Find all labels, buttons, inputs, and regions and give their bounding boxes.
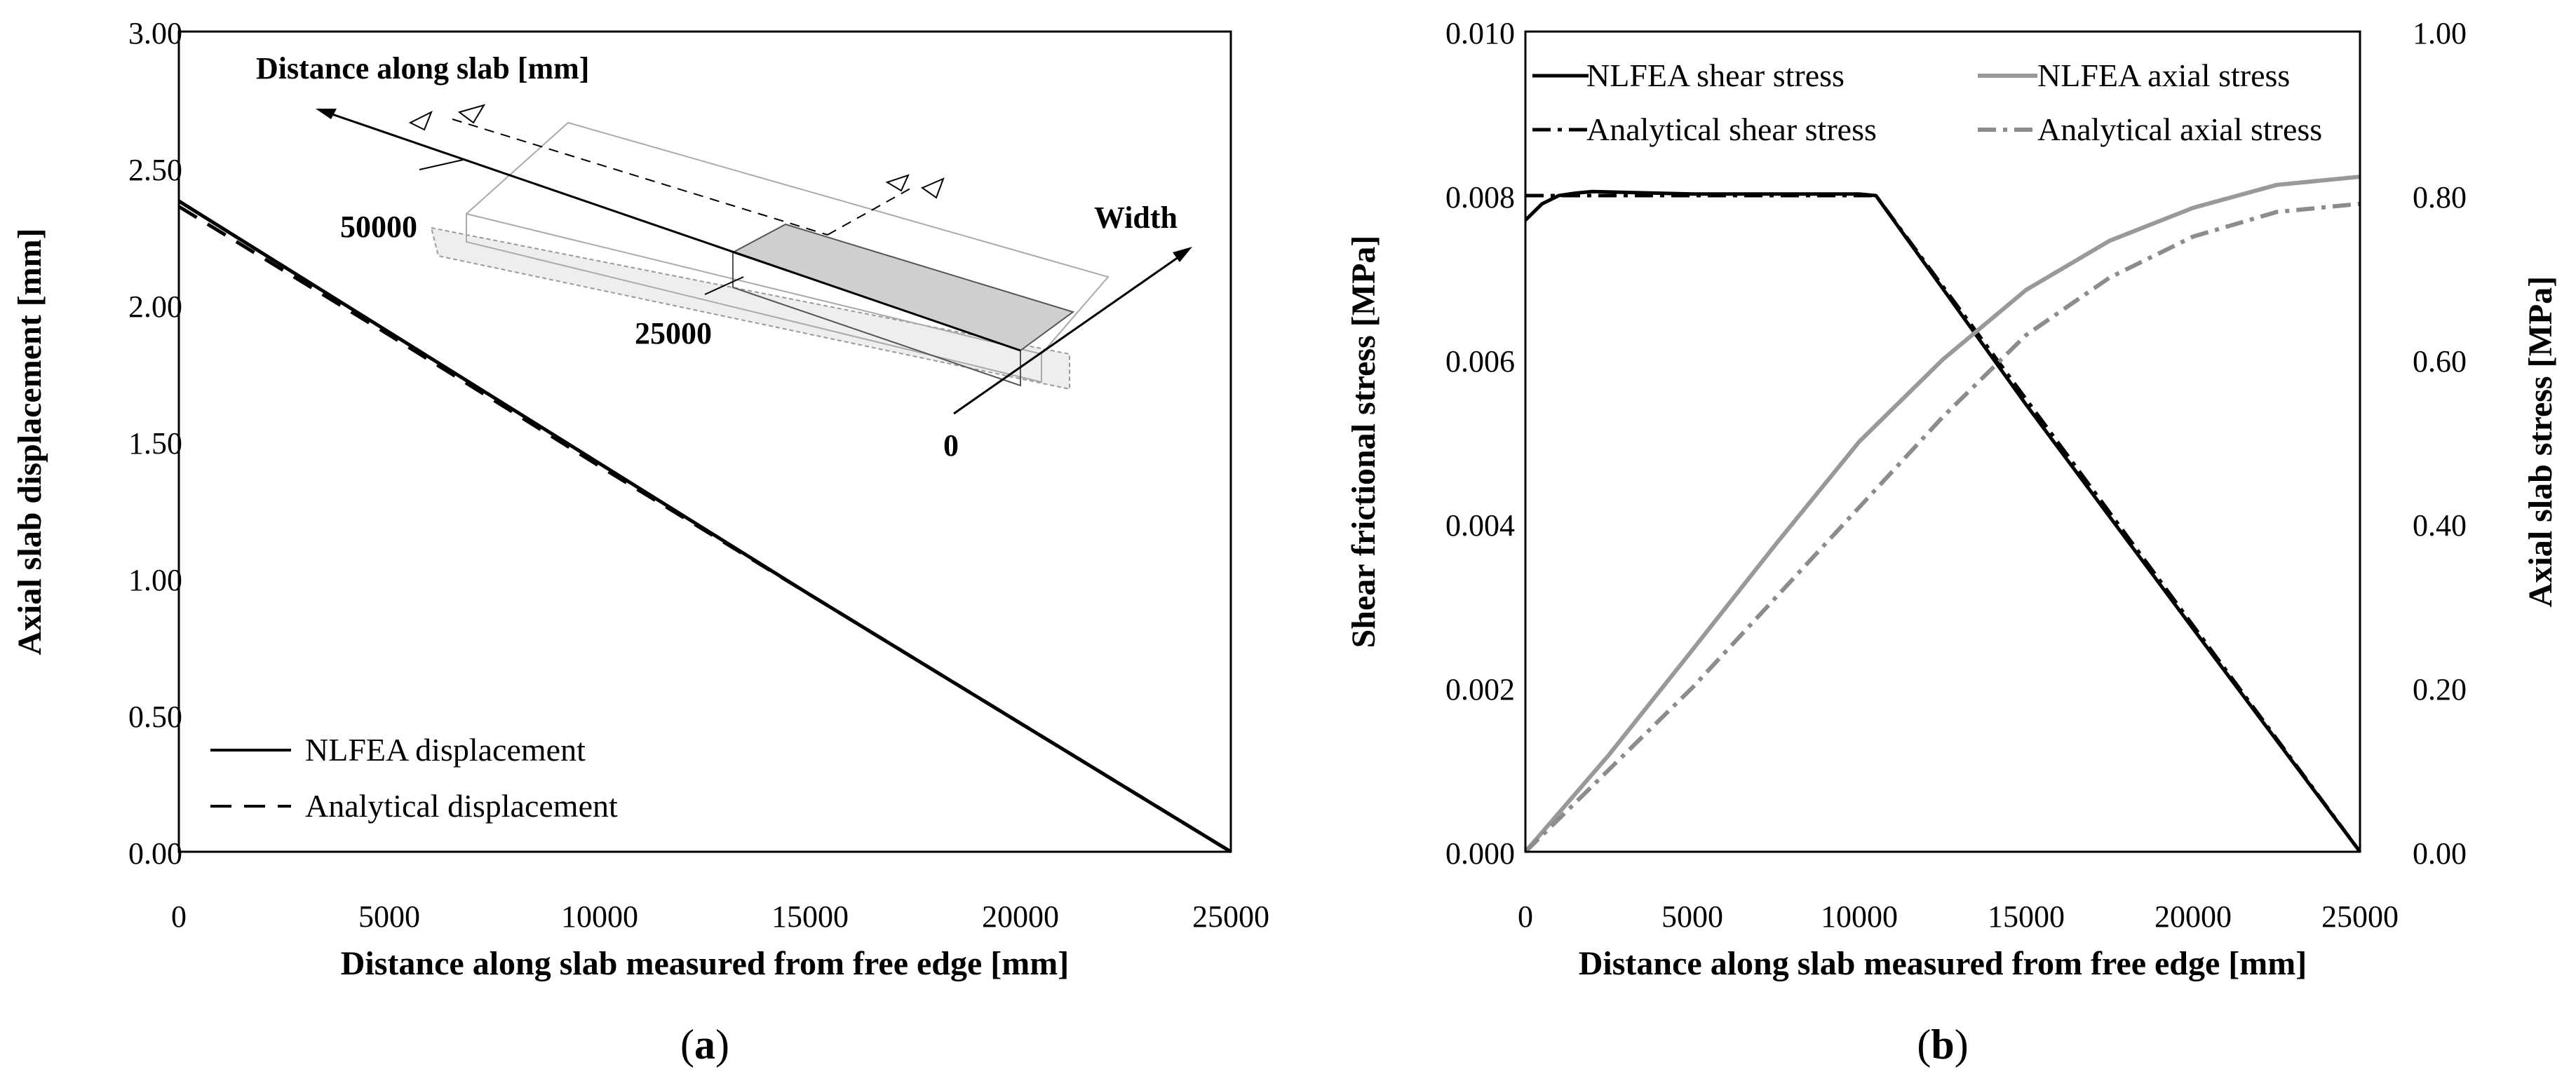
panel-a-series bbox=[177, 199, 1232, 854]
panel-b: 0.000 0.002 0.004 0.006 0.008 0.010 0.00… bbox=[1345, 16, 2559, 1068]
panel-a-xlabel: Distance along slab measured from free e… bbox=[341, 945, 1070, 982]
panel-b-legend-label-0: NLFEA shear stress bbox=[1586, 57, 1845, 93]
inset-length-arrowhead bbox=[316, 109, 337, 119]
panel-b-ytick-right-5: 1.00 bbox=[2413, 16, 2467, 50]
panel-b-xtick-4: 20000 bbox=[2154, 899, 2232, 934]
panel-b-ytick-1: 0.002 bbox=[1445, 672, 1515, 707]
panel-b-ytick-2: 0.004 bbox=[1445, 508, 1515, 543]
panel-a-legend-label-0: NLFEA displacement bbox=[305, 732, 586, 768]
panel-a-xticks: 0 5000 10000 15000 20000 25000 bbox=[171, 899, 1269, 934]
inset-slab-top bbox=[466, 121, 1110, 355]
panel-b-legend-label-3: Analytical axial stress bbox=[2037, 111, 2322, 147]
panel-b-series bbox=[1523, 175, 2362, 854]
panel-a-legend-label-1: Analytical displacement bbox=[305, 788, 618, 824]
panel-b-caption: (b) bbox=[1917, 1021, 1968, 1068]
panel-a-ytick-2: 1.00 bbox=[128, 563, 182, 597]
inset-symmetry-symbol-2 bbox=[885, 174, 945, 199]
panel-b-xtick-0: 0 bbox=[1518, 899, 1533, 934]
panel-b-plot-frame bbox=[1524, 30, 2361, 853]
panel-a-ytick-6: 3.00 bbox=[128, 16, 182, 50]
panel-a-xtick-0: 0 bbox=[171, 899, 187, 934]
inset-ground-hatching bbox=[430, 226, 1070, 390]
panel-b-ytick-right-1: 0.20 bbox=[2413, 672, 2467, 707]
panel-b-ylabel-right: Axial slab stress [MPa] bbox=[2522, 276, 2559, 607]
panel-a-caption: (a) bbox=[680, 1021, 729, 1068]
panel-b-series-line-3 bbox=[1523, 201, 2361, 854]
inset-symmetry-line bbox=[452, 118, 828, 236]
panel-b-ytick-5: 0.010 bbox=[1445, 16, 1515, 50]
panel-a-ytick-3: 1.50 bbox=[128, 426, 182, 461]
panel-a-xtick-5: 25000 bbox=[1192, 899, 1269, 934]
panel-b-ytick-right-2: 0.40 bbox=[2413, 508, 2467, 543]
panel-b-ytick-right-4: 0.80 bbox=[2413, 180, 2467, 215]
panel-b-xtick-3: 15000 bbox=[1988, 899, 2065, 934]
panel-b-xtick-2: 10000 bbox=[1821, 899, 1898, 934]
panel-a-ytick-1: 0.50 bbox=[128, 700, 182, 734]
panel-a-ytick-0: 0.00 bbox=[128, 836, 182, 871]
panel-b-legend-label-2: NLFEA axial stress bbox=[2037, 57, 2290, 93]
panel-a-series-line-1 bbox=[177, 205, 1232, 854]
panel-a-plot-frame bbox=[177, 30, 1232, 853]
inset-width-axis bbox=[953, 251, 1186, 415]
panel-a-caption-letter: a bbox=[694, 1021, 715, 1068]
panel-b-series-line-2 bbox=[1523, 175, 2361, 853]
panel-a-legend: NLFEA displacement Analytical displaceme… bbox=[210, 732, 618, 824]
panel-b-caption-letter: b bbox=[1931, 1021, 1954, 1068]
panel-b-yticks-left: 0.000 0.002 0.004 0.006 0.008 0.010 bbox=[1445, 16, 1515, 871]
panel-a-ytick-5: 2.50 bbox=[128, 153, 182, 187]
inset-axis-label: Distance along slab [mm] bbox=[256, 51, 589, 86]
inset-mark-0: 0 bbox=[943, 428, 959, 463]
inset-width-label: Width bbox=[1094, 200, 1178, 235]
panel-a-xtick-4: 20000 bbox=[982, 899, 1059, 934]
panel-b-xtick-1: 5000 bbox=[1661, 899, 1723, 934]
inset-mark-25000-leader bbox=[704, 276, 744, 295]
panel-b-ytick-0: 0.000 bbox=[1445, 836, 1515, 871]
inset-symmetry-symbol-1 bbox=[408, 104, 486, 131]
panel-a-yticks: 0.00 0.50 1.00 1.50 2.00 2.50 3.00 bbox=[128, 16, 182, 871]
panel-b-ytick-3: 0.006 bbox=[1445, 344, 1515, 379]
inset-mark-50000: 50000 bbox=[340, 210, 417, 244]
panel-b-series-line-0 bbox=[1524, 189, 2362, 853]
panel-b-ylabel-left: Shear frictional stress [MPa] bbox=[1345, 236, 1382, 648]
inset-mark-25000: 25000 bbox=[635, 316, 712, 351]
panel-a: 0.00 0.50 1.00 1.50 2.00 2.50 3.00 0 500… bbox=[11, 16, 1269, 1068]
panel-b-legend-label-1: Analytical shear stress bbox=[1586, 111, 1877, 147]
panel-b-xticks: 0 5000 10000 15000 20000 25000 bbox=[1518, 899, 2399, 934]
panel-b-series-line-1 bbox=[1525, 193, 2362, 853]
inset-length-axis bbox=[325, 111, 1021, 352]
panel-b-ytick-4: 0.008 bbox=[1445, 180, 1515, 215]
panel-b-legend: NLFEA shear stress Analytical shear stre… bbox=[1532, 57, 2322, 147]
panel-b-xtick-5: 25000 bbox=[2321, 899, 2399, 934]
panel-a-xtick-1: 5000 bbox=[358, 899, 420, 934]
panel-b-ytick-right-0: 0.00 bbox=[2413, 836, 2467, 871]
inset-mark-50000-leader bbox=[419, 159, 464, 170]
panel-b-ytick-right-3: 0.60 bbox=[2413, 344, 2467, 379]
panel-a-xtick-2: 10000 bbox=[561, 899, 638, 934]
panel-a-inset-schematic: Distance along slab [mm] Width 50000 250… bbox=[256, 51, 1192, 463]
panel-a-ylabel: Axial slab displacement [mm] bbox=[11, 228, 48, 655]
panel-b-xlabel: Distance along slab measured from free e… bbox=[1579, 945, 2307, 982]
inset-width-arrowhead bbox=[1173, 247, 1192, 262]
panel-a-ytick-4: 2.00 bbox=[128, 290, 182, 324]
panel-a-xtick-3: 15000 bbox=[771, 899, 849, 934]
inset-slab-full bbox=[466, 212, 1042, 383]
panel-b-yticks-right: 0.00 0.20 0.40 0.60 0.80 1.00 bbox=[2413, 16, 2467, 871]
